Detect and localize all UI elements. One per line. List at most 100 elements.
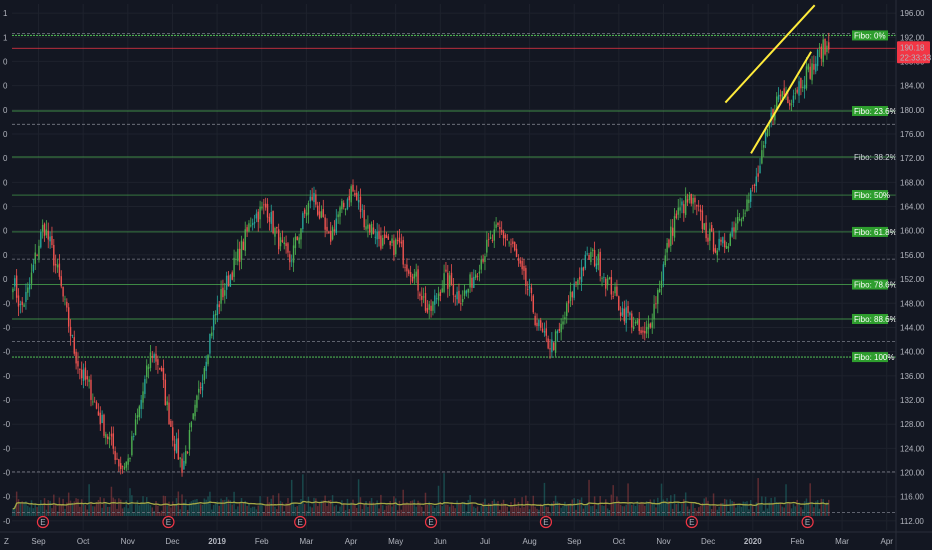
candle-body[interactable] [71, 335, 74, 337]
candle-body[interactable] [709, 228, 711, 241]
candle-body[interactable] [618, 296, 620, 311]
candle-body[interactable] [660, 280, 663, 289]
candle-body[interactable] [17, 295, 20, 307]
candle-body[interactable] [746, 199, 748, 212]
candle-body[interactable] [43, 223, 46, 236]
candle-body[interactable] [190, 422, 193, 428]
candle-body[interactable] [640, 330, 642, 334]
candle-body[interactable] [62, 286, 64, 297]
candle-body[interactable] [238, 248, 241, 262]
candle-body[interactable] [500, 230, 503, 233]
candle-body[interactable] [450, 272, 453, 285]
candle-body[interactable] [287, 243, 289, 253]
candle-body[interactable] [311, 196, 313, 200]
candle-body[interactable] [677, 207, 679, 215]
candle-body[interactable] [123, 466, 126, 470]
candle-body[interactable] [86, 376, 88, 380]
candle-body[interactable] [328, 231, 330, 234]
candle-body[interactable] [344, 208, 347, 210]
candle-body[interactable] [645, 326, 648, 334]
candle-body[interactable] [413, 273, 416, 279]
candle-body[interactable] [179, 457, 181, 459]
candle-body[interactable] [506, 239, 508, 240]
candle-body[interactable] [34, 252, 36, 264]
candle-body[interactable] [703, 223, 705, 230]
candle-body[interactable] [393, 240, 395, 256]
candle-body[interactable] [465, 290, 468, 294]
candle-body[interactable] [740, 219, 743, 222]
candle-body[interactable] [527, 288, 529, 290]
candle-body[interactable] [192, 413, 194, 420]
candle-body[interactable] [757, 173, 759, 177]
candle-body[interactable] [118, 459, 120, 467]
candle-body[interactable] [15, 275, 18, 298]
candle-body[interactable] [411, 276, 414, 282]
candle-body[interactable] [224, 290, 226, 296]
candle-body[interactable] [426, 307, 429, 313]
candle-body[interactable] [36, 255, 38, 257]
candle-body[interactable] [517, 258, 520, 261]
candle-body[interactable] [712, 232, 715, 252]
candle-body[interactable] [73, 337, 75, 354]
candle-body[interactable] [627, 306, 629, 314]
candle-body[interactable] [601, 277, 603, 279]
candle-body[interactable] [350, 186, 352, 203]
candle-body[interactable] [408, 270, 410, 274]
earnings-marker-icon[interactable] [162, 515, 175, 529]
candle-body[interactable] [285, 243, 287, 247]
candle-body[interactable] [201, 382, 204, 391]
candle-body[interactable] [718, 238, 720, 251]
candle-body[interactable] [160, 367, 163, 372]
candle-body[interactable] [512, 241, 514, 244]
candle-body[interactable] [434, 295, 436, 305]
candle-body[interactable] [147, 367, 150, 370]
earnings-marker-icon[interactable] [685, 515, 698, 529]
candle-body[interactable] [781, 91, 784, 100]
candle-body[interactable] [330, 230, 332, 242]
candle-body[interactable] [588, 254, 590, 260]
candle-body[interactable] [502, 231, 505, 239]
candle-body[interactable] [320, 211, 323, 218]
candle-body[interactable] [649, 323, 652, 328]
candle-body[interactable] [723, 240, 726, 248]
candle-body[interactable] [805, 66, 808, 89]
candle-body[interactable] [374, 236, 377, 238]
price-axis[interactable]: 196.00192.00188.00184.00180.00176.00172.… [895, 0, 925, 550]
candle-body[interactable] [75, 351, 77, 364]
candle-body[interactable] [553, 342, 555, 351]
candle-body[interactable] [307, 203, 310, 215]
candle-body[interactable] [673, 216, 676, 238]
candle-body[interactable] [582, 267, 585, 271]
candle-body[interactable] [409, 272, 412, 278]
candle-body[interactable] [525, 268, 527, 286]
candle-body[interactable] [38, 245, 40, 259]
candle-body[interactable] [264, 203, 267, 208]
candle-body[interactable] [194, 404, 196, 417]
candle-body[interactable] [697, 205, 700, 207]
candle-body[interactable] [642, 330, 644, 333]
candle-body[interactable] [240, 240, 243, 260]
candle-body[interactable] [790, 103, 793, 105]
candle-body[interactable] [435, 298, 438, 300]
candle-body[interactable] [225, 275, 228, 290]
candle-body[interactable] [824, 38, 826, 55]
candle-body[interactable] [636, 320, 639, 324]
candle-body[interactable] [692, 197, 694, 204]
candle-body[interactable] [670, 226, 672, 246]
candle-body[interactable] [777, 95, 780, 100]
candle-body[interactable] [482, 259, 484, 262]
candle-body[interactable] [543, 331, 546, 333]
candle-body[interactable] [212, 314, 215, 331]
candle-body[interactable] [376, 231, 378, 240]
candle-body[interactable] [625, 307, 627, 324]
candle-body[interactable] [497, 222, 499, 226]
candle-body[interactable] [14, 278, 16, 287]
candle-body[interactable] [716, 250, 718, 256]
candle-body[interactable] [19, 303, 22, 306]
candle-body[interactable] [584, 254, 587, 269]
candle-body[interactable] [108, 437, 111, 440]
candle-body[interactable] [651, 322, 653, 328]
candle-body[interactable] [335, 218, 337, 233]
